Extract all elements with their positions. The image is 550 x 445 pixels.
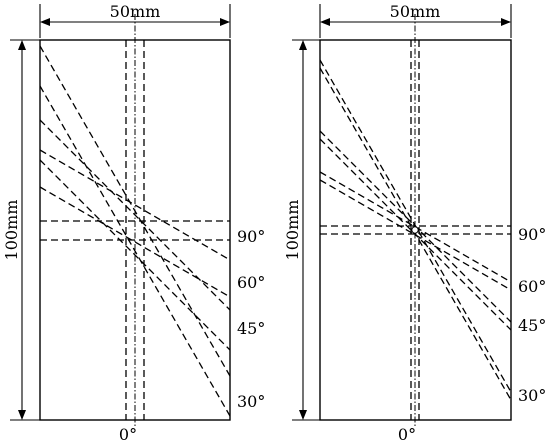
left-45deg-lines (39, 119, 231, 351)
right-center-hole (411, 226, 419, 234)
right-label-45: 45° (518, 316, 546, 335)
left-panel: 50mm 100mm (2, 2, 265, 444)
right-30deg-lines (319, 59, 512, 401)
right-height-dimension (292, 39, 320, 421)
left-30deg-lines (39, 45, 231, 417)
left-label-90: 90° (237, 227, 265, 246)
right-height-label: 100mm (283, 200, 302, 261)
left-height-dimension (10, 39, 40, 421)
left-label-0: 0° (119, 425, 137, 444)
left-label-45: 45° (237, 319, 265, 338)
left-label-60: 60° (237, 273, 265, 292)
left-height-label: 100mm (2, 200, 21, 261)
right-width-label: 50mm (390, 2, 441, 21)
left-0deg-lines (125, 40, 145, 420)
right-label-0: 0° (398, 425, 416, 444)
right-label-30: 30° (518, 386, 546, 405)
right-width-dimension (319, 4, 512, 38)
left-label-30: 30° (237, 392, 265, 411)
left-90deg-lines (40, 220, 230, 241)
right-label-90: 90° (518, 225, 546, 244)
right-label-60: 60° (518, 277, 546, 296)
right-panel: 50mm 100mm (283, 2, 546, 444)
right-0deg-lines (410, 40, 420, 420)
right-90deg-lines (320, 225, 511, 235)
left-width-label: 50mm (110, 2, 161, 21)
